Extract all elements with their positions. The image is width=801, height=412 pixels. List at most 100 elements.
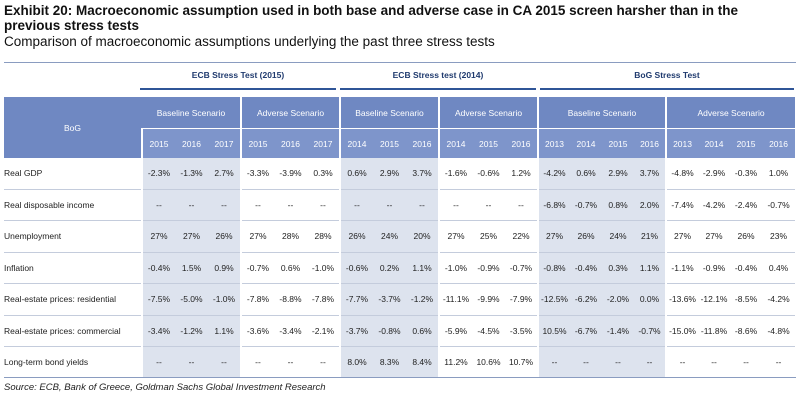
group-labels: ECB Stress Test (2015) ECB Stress test (… [0, 70, 801, 90]
top-rule [4, 62, 796, 63]
year-header: 2016 [175, 128, 208, 158]
table-cell: -3.6% [240, 315, 274, 347]
table-cell: 27% [438, 220, 473, 253]
table-cell: -3.7% [339, 315, 373, 347]
year-header: 2014 [438, 128, 473, 158]
table-cell: 3.7% [634, 158, 667, 190]
scenario-header: Adverse Scenario [665, 97, 796, 129]
table-cell: 26% [339, 220, 373, 253]
table-cell: 27% [141, 220, 175, 253]
group-underline-ecb-2015 [140, 88, 336, 90]
table-cell: -- [505, 189, 539, 221]
table-cell: 27% [175, 220, 208, 253]
table-cell: 1.1% [406, 252, 440, 284]
table-row: Real disposable income -- -- -- -- -- -- -- -- --… [4, 189, 796, 221]
row-label: Long-term bond yields [4, 357, 89, 368]
table-cell: -12.1% [698, 283, 731, 316]
year-header: 2015 [240, 128, 274, 158]
table-cell: 28% [274, 220, 307, 253]
table-cell: 0.6% [274, 252, 307, 284]
table-cell: -- [743, 357, 749, 368]
table-cell: 28% [307, 220, 340, 253]
row-label: Inflation [4, 252, 142, 284]
table-cell: -2.4% [730, 189, 763, 221]
table-cell: -1.4% [602, 315, 635, 347]
table-cell: 0.2% [373, 252, 406, 284]
table-cell: -3.7% [373, 283, 406, 316]
table-cell: -- [175, 346, 208, 378]
stress-test-table: BoG Baseline Scenario Adverse Scenario B… [4, 97, 796, 378]
table-row: Real-estate prices: residential -7.5% -5.0… [4, 283, 796, 316]
table-cell: 0.9% [208, 252, 241, 284]
table-cell: -6.7% [570, 315, 603, 347]
table-cell: -8.5% [730, 283, 763, 316]
table-cell: -- [141, 189, 175, 221]
table-cell: -2.3% [141, 158, 175, 190]
table-cell: 3.7% [406, 158, 440, 190]
table-cell: -6.2% [570, 283, 603, 316]
table-cell: -- [602, 346, 635, 378]
table-cell: -1.0% [438, 252, 473, 284]
table-cell: 27% [240, 220, 274, 253]
table-cell: -11.1% [438, 283, 473, 316]
table-cell: -0.7% [240, 252, 274, 284]
exhibit-subtitle: Comparison of macroeconomic assumptions … [4, 34, 495, 49]
year-header: 2014 [698, 128, 731, 158]
table-cell: -7.8% [240, 283, 274, 316]
table-cell: -0.7% [634, 315, 667, 347]
table-cell: -4.2% [537, 158, 571, 190]
table-cell: -0.4% [730, 252, 763, 284]
table-cell: -- [665, 346, 699, 378]
table-cell: -- [775, 357, 782, 368]
table-cell: -- [339, 189, 373, 221]
table-cell: 0.4% [762, 252, 796, 284]
table-cell: -2.0% [602, 283, 635, 316]
year-header: 2016 [634, 128, 667, 158]
table-cell: -1.1% [665, 252, 699, 284]
table-cell: 0.6% [406, 315, 440, 347]
year-header: 2017 [307, 128, 340, 158]
scenario-header: Baseline Scenario [537, 97, 667, 129]
table-cell: 26% [208, 220, 241, 253]
table-cell: 11.2% [438, 346, 473, 378]
group-underline-bog [540, 88, 794, 90]
table-cell: -9.9% [472, 283, 506, 316]
table-cell: 0.8% [602, 189, 635, 221]
table-cell: 2.9% [602, 158, 635, 190]
table-cell: -4.2% [762, 283, 796, 316]
year-header: 2015 [602, 128, 635, 158]
table-cell: 21% [634, 220, 667, 253]
row-label: Real-estate prices: commercial [4, 315, 142, 347]
year-header: 2016 [762, 128, 796, 158]
table-cell: -13.6% [665, 283, 699, 316]
table-cell: -- [287, 357, 294, 368]
table-cell: 24% [373, 220, 406, 253]
table-cell: 22% [505, 220, 539, 253]
table-cell: 0.3% [307, 158, 340, 190]
table-cell: -7.9% [505, 283, 539, 316]
table-cell: -3.4% [141, 315, 175, 347]
table-cell: 10.7% [508, 357, 534, 368]
table-cell: -4.2% [698, 189, 731, 221]
table-cell: 8.4% [406, 346, 440, 378]
scenario-header: Baseline Scenario [142, 97, 241, 129]
table-cell: -0.9% [698, 252, 731, 284]
table-cell: -0.4% [141, 252, 175, 284]
table-cell: -1.2% [406, 283, 440, 316]
table-cell: -3.3% [240, 158, 274, 190]
table-cell: -1.0% [307, 252, 340, 284]
exhibit-title: Exhibit 20: Macroeconomic assumption use… [4, 3, 738, 33]
table-cell: -3.4% [274, 315, 307, 347]
source-note: Source: ECB, Bank of Greece, Goldman Sac… [4, 382, 326, 393]
table-cell: 0.6% [339, 158, 373, 190]
table-cell: 23% [762, 220, 796, 253]
table-cell: -- [240, 189, 274, 221]
table-cell: 25% [472, 220, 506, 253]
table-cell: -- [208, 346, 241, 378]
table-row: Real GDP -2.3% -1.3% 2.7% -3.3% -3.9% 0.3% 0.6%… [4, 158, 796, 190]
table-cell: -1.6% [438, 158, 473, 190]
table-cell: -8.8% [274, 283, 307, 316]
row-label: Real-estate prices: residential [4, 283, 142, 316]
year-header: 2016 [505, 128, 539, 158]
table-cell: 10.6% [476, 357, 501, 368]
